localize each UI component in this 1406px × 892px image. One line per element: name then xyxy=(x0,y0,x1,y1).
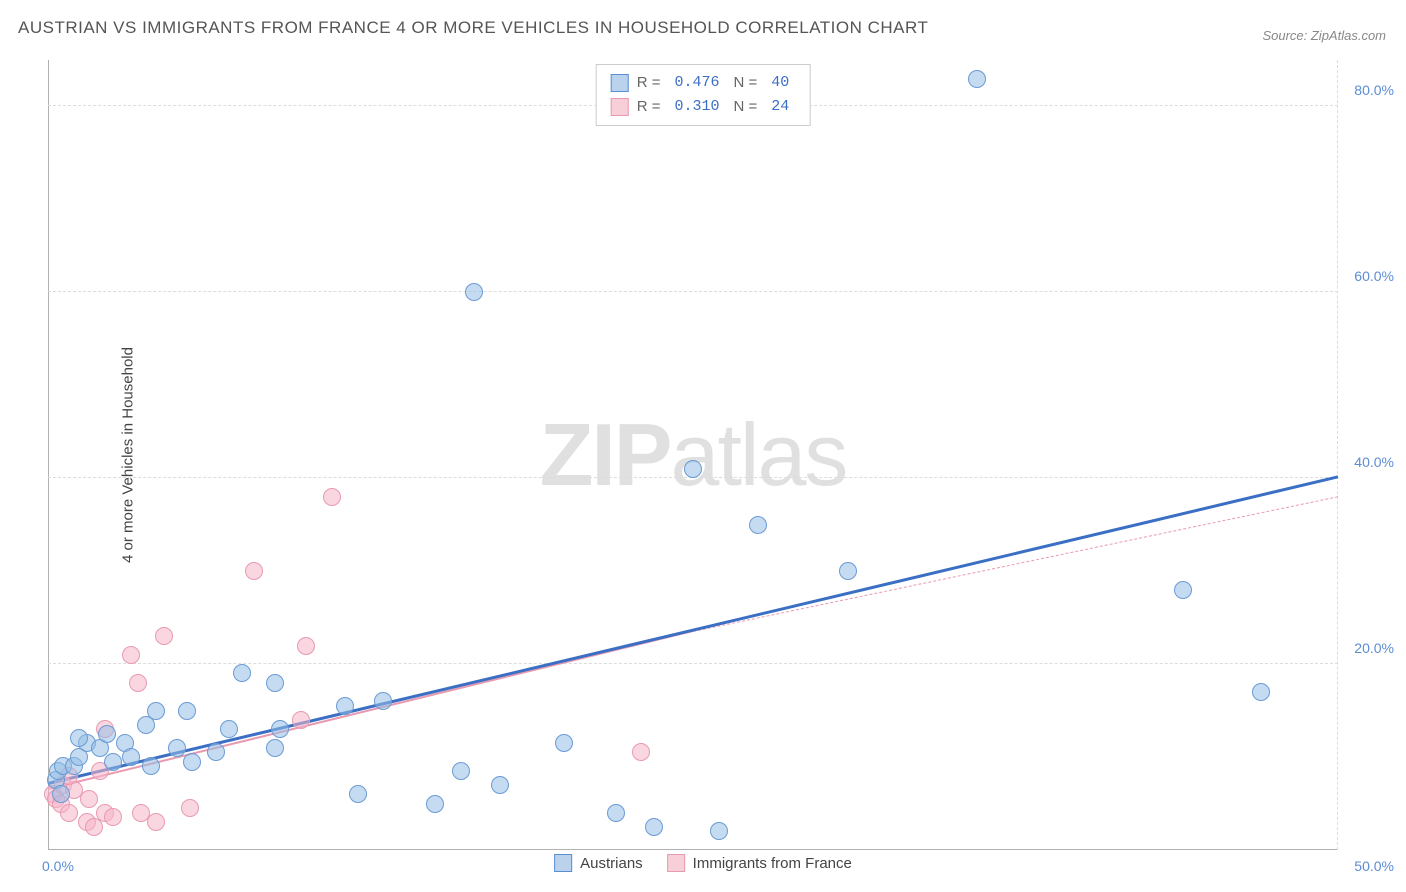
scatter-point-france xyxy=(147,813,165,831)
scatter-point-austrians xyxy=(271,720,289,738)
n-label: N = xyxy=(734,71,758,95)
y-tick-label: 20.0% xyxy=(1354,640,1394,656)
scatter-point-austrians xyxy=(336,697,354,715)
scatter-point-austrians xyxy=(168,739,186,757)
scatter-point-austrians xyxy=(147,702,165,720)
swatch-pink-icon xyxy=(667,854,685,872)
source-label: Source: ZipAtlas.com xyxy=(1262,28,1386,43)
scatter-point-austrians xyxy=(607,804,625,822)
n-value: 24 xyxy=(771,95,789,119)
scatter-point-austrians xyxy=(491,776,509,794)
scatter-point-france xyxy=(245,562,263,580)
swatch-blue-icon xyxy=(554,854,572,872)
legend-stats-row-0: R = 0.476 N = 40 xyxy=(611,71,796,95)
scatter-point-austrians xyxy=(749,516,767,534)
scatter-point-austrians xyxy=(178,702,196,720)
r-label: R = xyxy=(637,71,661,95)
y-tick-label: 60.0% xyxy=(1354,268,1394,284)
scatter-point-austrians xyxy=(1174,581,1192,599)
scatter-point-austrians xyxy=(266,739,284,757)
watermark: ZIPatlas xyxy=(540,404,847,506)
swatch-blue-icon xyxy=(611,74,629,92)
scatter-point-austrians xyxy=(839,562,857,580)
scatter-point-austrians xyxy=(465,283,483,301)
legend-series-label: Austrians xyxy=(580,855,643,872)
legend-stats-row-1: R = 0.310 N = 24 xyxy=(611,95,796,119)
x-tick-end: 50.0% xyxy=(1354,858,1394,874)
scatter-point-austrians xyxy=(142,757,160,775)
scatter-point-france xyxy=(129,674,147,692)
y-tick-label: 40.0% xyxy=(1354,454,1394,470)
scatter-point-austrians xyxy=(70,729,88,747)
scatter-point-france xyxy=(632,743,650,761)
x-tick-start: 0.0% xyxy=(42,858,74,874)
regression-line xyxy=(48,475,1339,785)
chart-plot-area: 4 or more Vehicles in Household 0.0% 50.… xyxy=(48,60,1338,850)
n-value: 40 xyxy=(771,71,789,95)
scatter-point-france xyxy=(60,804,78,822)
scatter-point-france xyxy=(122,646,140,664)
scatter-point-austrians xyxy=(207,743,225,761)
legend-stats: R = 0.476 N = 40 R = 0.310 N = 24 xyxy=(596,64,811,126)
r-value: 0.476 xyxy=(674,71,719,95)
scatter-point-austrians xyxy=(645,818,663,836)
scatter-point-france xyxy=(297,637,315,655)
scatter-point-austrians xyxy=(183,753,201,771)
scatter-point-austrians xyxy=(349,785,367,803)
scatter-point-austrians xyxy=(1252,683,1270,701)
scatter-point-austrians xyxy=(426,795,444,813)
scatter-point-austrians xyxy=(684,460,702,478)
x-end-gridline xyxy=(1337,60,1338,850)
legend-series-item-0: Austrians xyxy=(554,854,643,872)
y-axis xyxy=(48,60,49,850)
legend-series-item-1: Immigrants from France xyxy=(667,854,852,872)
legend-series-label: Immigrants from France xyxy=(693,855,852,872)
scatter-point-austrians xyxy=(98,725,116,743)
scatter-point-france xyxy=(181,799,199,817)
chart-title: AUSTRIAN VS IMMIGRANTS FROM FRANCE 4 OR … xyxy=(18,18,928,38)
scatter-point-austrians xyxy=(266,674,284,692)
y-tick-label: 80.0% xyxy=(1354,82,1394,98)
scatter-point-austrians xyxy=(233,664,251,682)
scatter-point-france xyxy=(104,808,122,826)
scatter-point-austrians xyxy=(52,785,70,803)
n-label: N = xyxy=(734,95,758,119)
scatter-point-austrians xyxy=(555,734,573,752)
r-label: R = xyxy=(637,95,661,119)
regression-line xyxy=(693,496,1338,632)
scatter-point-france xyxy=(155,627,173,645)
scatter-point-austrians xyxy=(122,748,140,766)
x-axis xyxy=(48,849,1338,850)
r-value: 0.310 xyxy=(674,95,719,119)
scatter-point-austrians xyxy=(220,720,238,738)
scatter-point-austrians xyxy=(452,762,470,780)
scatter-point-austrians xyxy=(710,822,728,840)
scatter-point-austrians xyxy=(968,70,986,88)
scatter-point-france xyxy=(292,711,310,729)
gridline xyxy=(48,291,1338,292)
scatter-point-france xyxy=(323,488,341,506)
y-axis-label: 4 or more Vehicles in Household xyxy=(119,347,136,563)
scatter-point-france xyxy=(80,790,98,808)
legend-series: Austrians Immigrants from France xyxy=(554,854,852,872)
scatter-point-austrians xyxy=(104,753,122,771)
scatter-point-austrians xyxy=(374,692,392,710)
swatch-pink-icon xyxy=(611,98,629,116)
